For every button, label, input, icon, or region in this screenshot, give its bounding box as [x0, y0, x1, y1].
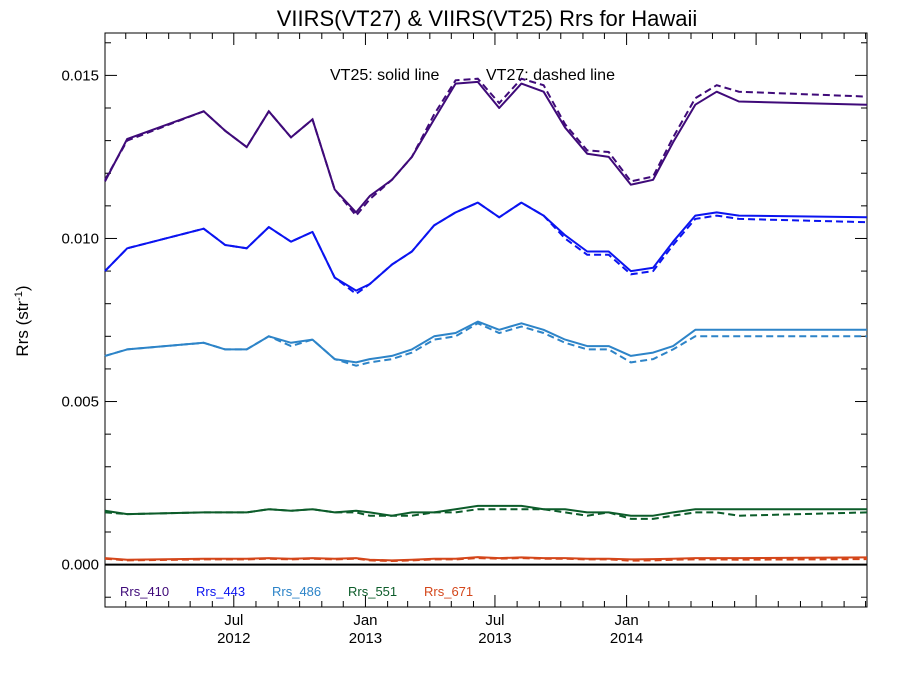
series-line-rrs-671-vt27	[104, 557, 868, 563]
x-tick-year-label: 2014	[610, 630, 643, 647]
legend-entry-rrs-551: Rrs_551	[348, 584, 397, 599]
series-line-rrs-486-vt25	[104, 320, 867, 364]
x-tick-year-label: 2013	[478, 630, 511, 647]
series-line-rrs-443-vt25	[104, 201, 868, 292]
y-axis-label-main: Rrs (str	[13, 301, 32, 357]
y-tick-label: 0.000	[61, 557, 99, 574]
x-tick-month-label: Jan	[615, 612, 639, 629]
series-line-rrs-443-vt27	[104, 201, 868, 296]
annotation-dashed: VT27: dashed line	[486, 67, 615, 84]
series-line-rrs-410-vt27	[104, 77, 868, 218]
x-tick-month-label: Jul	[224, 612, 243, 629]
legend-entry-rrs-410: Rrs_410	[120, 584, 169, 599]
legend: Rrs_410 Rrs_443 Rrs_486 Rrs_551 Rrs_671	[120, 584, 473, 599]
legend-entry-rrs-671: Rrs_671	[424, 584, 473, 599]
chart-title: VIIRS(VT27) & VIIRS(VT25) Rrs for Hawaii	[277, 6, 698, 31]
series-lines	[104, 77, 868, 563]
x-tick-month-label: Jul	[485, 612, 504, 629]
x-tick-year-label: 2013	[349, 630, 382, 647]
y-tick-label: 0.005	[61, 394, 99, 411]
y-axis-label-close: )	[13, 285, 32, 291]
legend-entry-rrs-443: Rrs_443	[196, 584, 245, 599]
plot-frame	[104, 32, 868, 608]
series-line-rrs-551-vt25	[104, 504, 867, 517]
x-tick-year-label: 2012	[217, 630, 250, 647]
y-axis: 0.000 0.005 0.010 0.015	[61, 42, 867, 598]
y-axis-label-sup: -1	[13, 291, 25, 301]
series-line-rrs-410-vt25	[104, 80, 868, 214]
series-line-rrs-551-vt27	[104, 508, 868, 520]
y-axis-label: Rrs (str-1)	[13, 285, 32, 356]
annotation-solid: VT25: solid line	[330, 67, 439, 84]
x-tick-month-label: Jan	[353, 612, 377, 629]
legend-entry-rrs-486: Rrs_486	[272, 584, 321, 599]
y-tick-label: 0.010	[61, 230, 99, 247]
y-tick-label: 0.015	[61, 67, 99, 84]
